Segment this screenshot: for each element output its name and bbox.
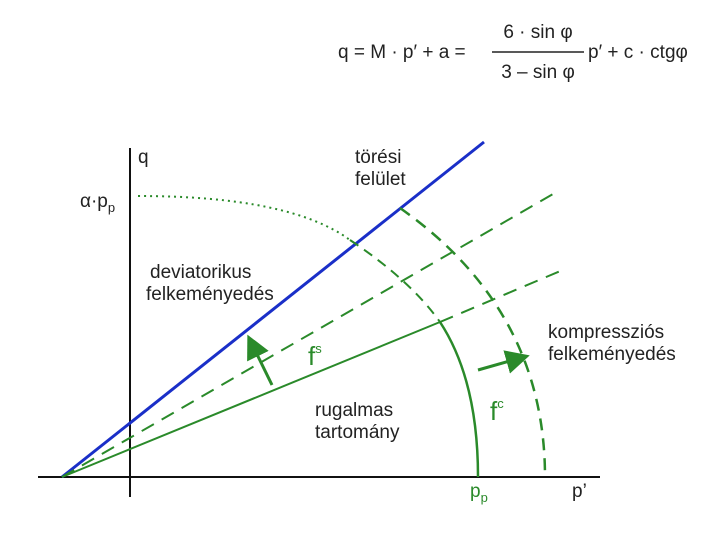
arrow bbox=[247, 334, 274, 386]
failure-line bbox=[61, 140, 485, 479]
formula-rhs: p′ + c · ctgφ bbox=[588, 42, 688, 63]
arrow bbox=[477, 350, 530, 374]
compression-label: kompressziós bbox=[548, 322, 664, 343]
dashed-cap bbox=[349, 239, 441, 323]
deviatoric-label: felkeményedés bbox=[146, 284, 274, 305]
fs-label: fs bbox=[308, 341, 322, 371]
q-axis-label: q bbox=[138, 147, 149, 168]
formula-numerator: 6 · sin φ bbox=[503, 22, 572, 43]
formula-denominator: 3 – sin φ bbox=[501, 62, 575, 83]
fc-label: fc bbox=[490, 396, 504, 426]
expanded-cap bbox=[399, 206, 547, 478]
cap bbox=[438, 321, 480, 478]
elastic-label: rugalmas bbox=[315, 400, 393, 421]
alpha-pp-label: α·pp bbox=[80, 191, 115, 215]
p-axis-label: p’ bbox=[572, 481, 587, 502]
compression-label: felkeményedés bbox=[548, 344, 676, 365]
failure-label: törési bbox=[355, 147, 401, 168]
failure-label: felület bbox=[355, 169, 406, 190]
formula-lhs: q = M · p′ + a = bbox=[338, 42, 466, 63]
deviatoric-label: deviatorikus bbox=[150, 262, 251, 283]
dotted-cap bbox=[137, 195, 351, 241]
yield-line bbox=[61, 321, 441, 478]
pp-label: pp bbox=[470, 481, 488, 505]
elastic-label: tartomány bbox=[315, 422, 400, 443]
dashed-line bbox=[61, 189, 561, 478]
